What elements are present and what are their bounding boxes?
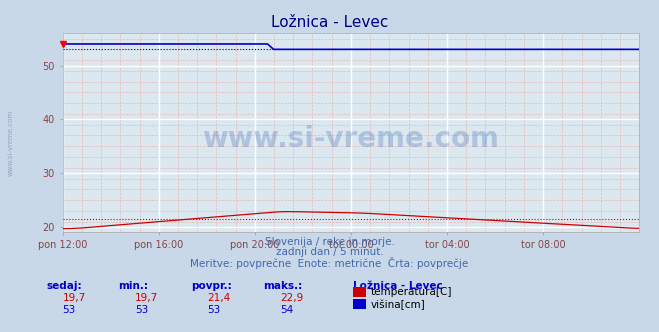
Text: Meritve: povprečne  Enote: metrične  Črta: povprečje: Meritve: povprečne Enote: metrične Črta:… bbox=[190, 257, 469, 269]
Text: Ložnica - Levec: Ložnica - Levec bbox=[271, 15, 388, 30]
Text: 54: 54 bbox=[280, 305, 293, 315]
Text: 19,7: 19,7 bbox=[135, 293, 158, 303]
Text: 53: 53 bbox=[63, 305, 76, 315]
Text: 21,4: 21,4 bbox=[208, 293, 231, 303]
Text: min.:: min.: bbox=[119, 281, 149, 290]
Text: višina[cm]: višina[cm] bbox=[371, 299, 426, 310]
Text: 22,9: 22,9 bbox=[280, 293, 303, 303]
Text: 19,7: 19,7 bbox=[63, 293, 86, 303]
Text: temperatura[C]: temperatura[C] bbox=[371, 287, 453, 297]
Text: povpr.:: povpr.: bbox=[191, 281, 232, 290]
Text: Ložnica - Levec: Ložnica - Levec bbox=[353, 281, 442, 290]
Text: zadnji dan / 5 minut.: zadnji dan / 5 minut. bbox=[275, 247, 384, 257]
Text: www.si-vreme.com: www.si-vreme.com bbox=[202, 125, 500, 153]
Text: www.si-vreme.com: www.si-vreme.com bbox=[8, 110, 14, 176]
Text: 53: 53 bbox=[208, 305, 221, 315]
Text: sedaj:: sedaj: bbox=[46, 281, 82, 290]
Text: Slovenija / reke in morje.: Slovenija / reke in morje. bbox=[264, 237, 395, 247]
Text: 53: 53 bbox=[135, 305, 148, 315]
Text: maks.:: maks.: bbox=[264, 281, 303, 290]
